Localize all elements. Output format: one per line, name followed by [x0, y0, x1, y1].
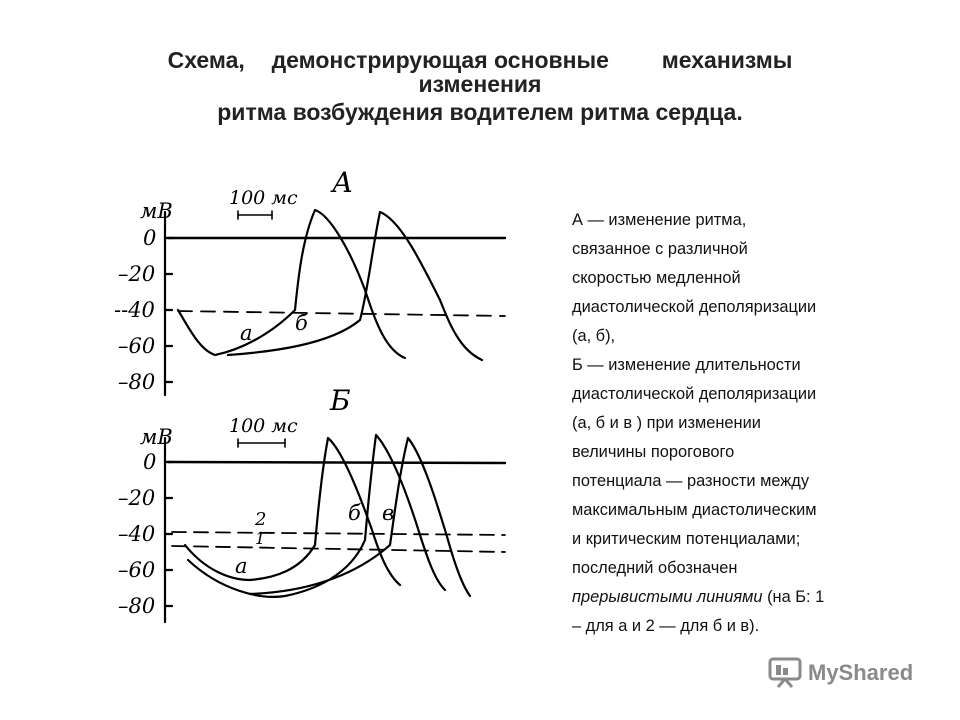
panel-a-unit: мВ — [140, 199, 173, 223]
desc-line-6: Б — изменение длительности — [572, 356, 801, 374]
desc-line-13: последний обозначен — [572, 559, 738, 577]
title-line-1: Схема, демонстрирующая основные механизм… — [0, 48, 960, 72]
panel-a-tick-0: 0 — [143, 226, 156, 250]
panel-a-tick-80: –80 — [118, 370, 155, 394]
panel-b-curve-v — [248, 436, 472, 598]
presentation-icon — [768, 657, 802, 688]
panel-a-tick-40: --40 — [114, 298, 155, 322]
panel-a-curve-a — [176, 208, 407, 360]
panel-b-labels: Б мВ 100 мс 0 –20 –40 –60 –80 а б в 2 1 — [118, 384, 394, 618]
watermark: MyShared — [768, 657, 913, 689]
desc-line-2: связанное с различной — [572, 240, 748, 258]
figure-description: А — изменение ритма, связанное с различн… — [572, 206, 922, 641]
panel-a-tick-20: –20 — [118, 262, 155, 286]
panel-b-tick-40: –40 — [118, 522, 155, 546]
desc-line-9: величины порогового — [572, 443, 735, 461]
panel-b-unit: мВ — [140, 425, 173, 449]
panel-b-scale-label: 100 мс — [229, 415, 298, 437]
desc-line-5: (а, б), — [572, 327, 616, 345]
panel-b-threshold-line-1 — [171, 545, 506, 553]
desc-line-15: – для а и 2 — для б и в). — [572, 617, 760, 635]
desc-line-7: диастолической деполяризации — [572, 385, 817, 403]
panel-b-tick-80: –80 — [118, 594, 155, 618]
panel-a — [163, 208, 507, 397]
title-words-2: демонстрирующая основные — [271, 47, 609, 73]
title-line-3: ритма возбуждения водителем ритма сердца… — [217, 99, 743, 125]
desc-italic-phrase: прерывистыми линиями — [572, 588, 763, 606]
panel-b-tick-20: –20 — [118, 486, 155, 510]
panel-a-curve-label-a: а — [240, 321, 253, 345]
desc-line-14: прерывистыми линиями (на Б: 1 — [572, 583, 922, 612]
desc-line-8: (а, б и в ) при изменении — [572, 414, 761, 432]
panel-b-curve-b — [186, 433, 447, 598]
action-potential-figure: А мВ 100 мс 0 –20 --40 –60 –80 а б — [110, 160, 520, 635]
panel-b-label: Б — [329, 384, 351, 417]
panel-b-threshold-label-2: 2 — [254, 509, 266, 530]
desc-line-3: скоростью медленной — [572, 269, 741, 287]
panel-b-curve-label-b: б — [348, 501, 361, 525]
panel-b-curve-a — [183, 436, 402, 587]
desc-line-4: диастолической деполяризации — [572, 298, 817, 316]
panel-a-label: А — [330, 166, 353, 199]
panel-b-tick-0: 0 — [143, 450, 156, 474]
title-word-3: механизмы — [661, 47, 793, 73]
panel-b-threshold-label-1: 1 — [255, 529, 265, 548]
panel-a-threshold-line — [177, 310, 506, 317]
panel-a-curve-b — [226, 210, 484, 362]
panel-a-scale-label: 100 мс — [229, 187, 298, 209]
panel-b — [163, 433, 507, 624]
panel-b-threshold-line-2 — [171, 531, 506, 536]
desc-line-12: и критическим потенциалами; — [572, 530, 801, 548]
panel-b-curve-label-v: в — [382, 501, 394, 525]
title-line-2: изменения — [418, 71, 542, 97]
desc-line-1: А — изменение ритма, — [572, 211, 747, 229]
desc-line-11: максимальным диастолическим — [572, 501, 817, 519]
desc-line-14-rest: (на Б: 1 — [762, 588, 825, 606]
title-word-1: Схема, — [167, 47, 245, 73]
panel-a-labels: А мВ 100 мс 0 –20 --40 –60 –80 а б — [114, 166, 353, 394]
panel-a-curve-label-b: б — [295, 311, 308, 335]
panel-b-curve-label-a: а — [235, 554, 248, 578]
panel-b-zero-line — [166, 460, 507, 465]
desc-line-10: потенциала — разности между — [572, 472, 810, 490]
watermark-text: MyShared — [808, 660, 914, 685]
panel-a-tick-60: –60 — [118, 334, 155, 358]
panel-b-tick-60: –60 — [118, 558, 155, 582]
action-potential-diagram: А мВ 100 мс 0 –20 --40 –60 –80 а б — [114, 166, 507, 624]
